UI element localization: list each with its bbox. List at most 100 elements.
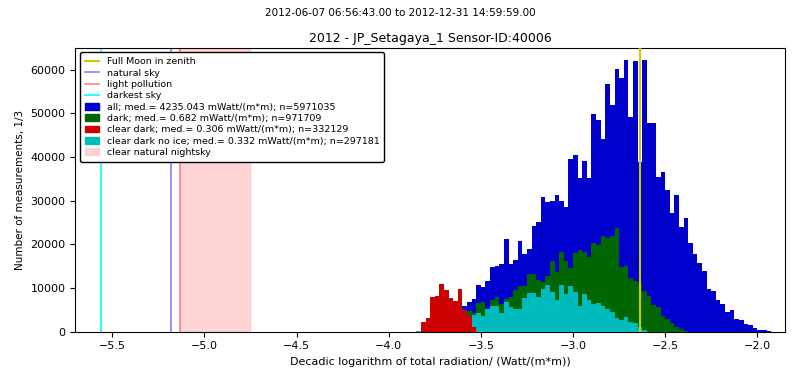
Bar [449,319,454,332]
X-axis label: Decadic logarithm of total radiation/ (Watt/(m*m)): Decadic logarithm of total radiation/ (W… [290,357,570,367]
Bar [578,250,582,332]
Bar [494,266,499,332]
Bar [665,190,670,332]
Bar [426,329,430,332]
Bar [554,300,559,332]
Bar [439,324,444,332]
Bar [624,266,628,332]
Bar [573,293,578,332]
Bar [490,300,494,332]
Bar [527,249,531,332]
Bar [614,318,619,332]
Bar [439,284,444,332]
Bar [458,303,462,332]
Bar [748,325,753,332]
Bar [684,218,688,332]
Bar [614,69,619,332]
Bar [670,323,674,332]
Bar [619,320,624,332]
Bar [642,60,646,332]
Bar [688,243,693,332]
Bar [661,316,665,332]
Bar [638,283,642,332]
Bar [587,178,591,332]
Bar [578,178,582,332]
Bar [610,236,614,332]
Bar [435,327,439,332]
Bar [762,330,766,332]
Bar [518,309,522,332]
Bar [449,321,454,332]
Legend: Full Moon in zenith, natural sky, light pollution, darkest sky, all; med.= 4235.: Full Moon in zenith, natural sky, light … [80,52,384,162]
Bar [518,241,522,332]
Bar [430,327,435,332]
Bar [435,296,439,332]
Bar [596,245,601,332]
Bar [444,320,449,332]
Bar [606,238,610,332]
Bar [421,330,426,332]
Bar [646,296,651,332]
Bar [458,319,462,332]
Bar [490,267,494,332]
Bar [674,196,679,332]
Bar [430,326,435,332]
Bar [716,300,721,332]
Bar [486,309,490,332]
Bar [181,48,250,332]
Bar [638,327,642,332]
Bar [421,330,426,332]
Bar [674,327,679,332]
Bar [541,197,546,332]
Bar [504,302,509,332]
Bar [421,330,426,332]
Bar [646,123,651,332]
Bar [642,291,646,332]
Bar [462,310,467,332]
Bar [546,285,550,332]
Bar [656,307,661,332]
Bar [454,301,458,332]
Bar [554,272,559,332]
Title: 2012 - JP_Setagaya_1 Sensor-ID:40006: 2012 - JP_Setagaya_1 Sensor-ID:40006 [309,32,551,45]
Bar [573,253,578,332]
Bar [679,227,684,332]
Bar [582,252,587,332]
Bar [499,304,504,332]
Bar [661,172,665,332]
Bar [486,309,490,332]
Bar [578,306,582,332]
Bar [458,288,462,332]
Bar [546,276,550,332]
Bar [550,261,554,332]
Bar [454,318,458,332]
Bar [481,302,486,332]
Bar [591,243,596,332]
Bar [582,160,587,332]
Bar [494,298,499,332]
Bar [472,299,476,332]
Bar [554,195,559,332]
Bar [753,328,758,332]
Bar [499,312,504,332]
Bar [758,330,762,332]
Bar [766,331,771,332]
Bar [449,298,454,332]
Bar [509,297,513,332]
Bar [476,313,481,332]
Bar [531,293,536,332]
Bar [706,289,711,332]
Bar [550,201,554,332]
Bar [486,281,490,332]
Bar [476,285,481,332]
Bar [454,309,458,332]
Bar [426,328,430,332]
Bar [462,306,467,332]
Bar [614,228,619,332]
Bar [638,162,642,332]
Bar [628,278,633,332]
Bar [633,61,638,332]
Bar [546,202,550,332]
Bar [527,293,531,332]
Bar [569,159,573,332]
